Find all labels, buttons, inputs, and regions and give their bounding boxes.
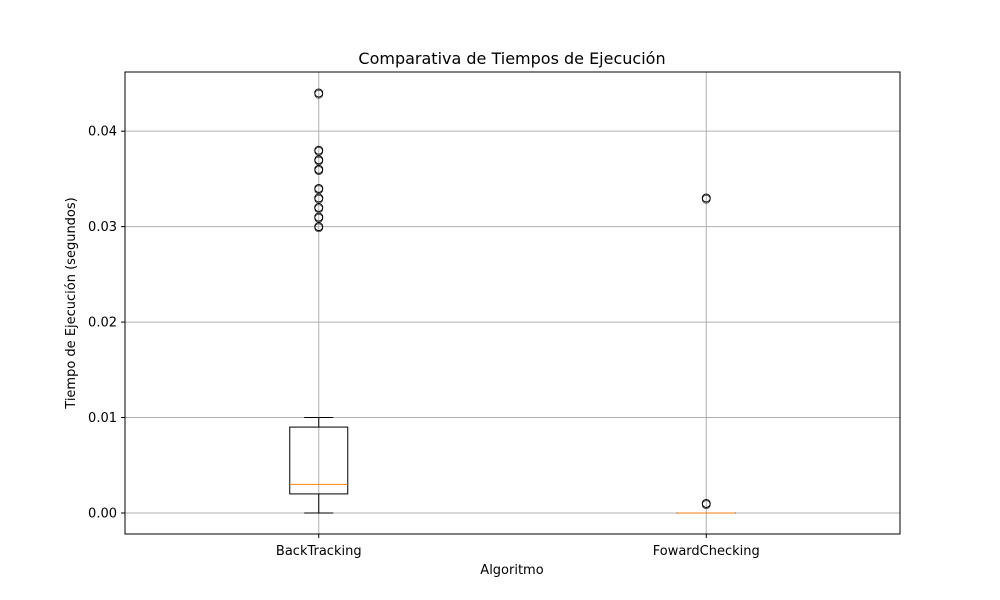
axes-frame — [124, 71, 901, 535]
y-tick-label: 0.00 — [88, 507, 117, 522]
plot-area — [289, 88, 736, 514]
outlier-point — [314, 166, 324, 175]
x-axis-label: Algoritmo — [480, 563, 543, 578]
grid-lines — [125, 72, 900, 534]
chart-title: Comparativa de Tiempos de Ejecución — [358, 49, 665, 68]
y-tick-label: 0.02 — [88, 316, 117, 331]
outlier-point — [314, 223, 324, 233]
x-tick-label: FowardChecking — [653, 544, 760, 559]
y-tick-label: 0.01 — [88, 411, 117, 426]
box-group-BackTracking — [289, 88, 349, 514]
y-tick-label: 0.03 — [88, 220, 117, 235]
y-tick-label: 0.04 — [88, 125, 117, 140]
outlier-point — [314, 89, 324, 99]
box-iqr — [289, 426, 349, 495]
box-group-FowardChecking — [676, 193, 736, 514]
x-tick-label: BackTracking — [276, 544, 362, 559]
y-axis-label: Tiempo de Ejecución (segundos) — [64, 197, 79, 409]
outlier-point — [701, 500, 711, 509]
outlier-point — [701, 194, 711, 204]
axis-ticks: 0.00 0.01 0.02 0.03 0.04 BackTracking FowardCh… — [88, 125, 760, 559]
